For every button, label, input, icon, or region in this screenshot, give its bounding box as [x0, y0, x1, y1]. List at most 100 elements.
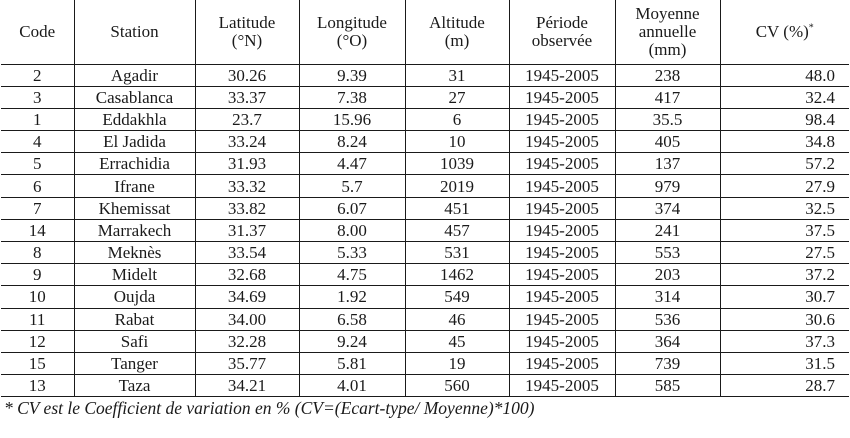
cell-code: 9 [1, 263, 75, 287]
cell-latitude: 34.00 [195, 308, 300, 331]
cell-annual-mean: 241 [615, 219, 721, 243]
header-annual-mean: Moyenne annuelle (mm) [615, 0, 721, 65]
cell-code: 15 [1, 352, 75, 376]
cell-altitude: 531 [405, 241, 510, 265]
cell-station: Rabat [74, 308, 196, 331]
cell-longitude: 9.24 [299, 330, 406, 353]
cell-latitude: 32.68 [195, 263, 300, 287]
cell-altitude: 27 [405, 86, 510, 109]
table-row: 11 Rabat 34.00 6.58 46 1945-2005 536 30.6 [1, 308, 849, 331]
header-latitude: Latitude (°N) [195, 0, 300, 65]
header-station: Station [74, 0, 196, 65]
cell-annual-mean: 374 [615, 197, 721, 220]
cell-period: 1945-2005 [509, 152, 616, 176]
cell-station: Ifrane [74, 174, 196, 198]
cell-latitude: 33.32 [195, 174, 300, 198]
cell-code: 11 [1, 308, 75, 331]
cell-latitude: 30.26 [195, 64, 300, 87]
cell-altitude: 46 [405, 308, 510, 331]
cell-altitude: 1462 [405, 263, 510, 287]
cell-altitude: 457 [405, 219, 510, 243]
table-body: 2 Agadir 30.26 9.39 31 1945-2005 238 48.0 3 Casab… [1, 64, 849, 398]
cell-cv: 34.8 [720, 130, 849, 154]
cell-cv: 37.2 [720, 263, 849, 287]
cell-period: 1945-2005 [509, 86, 616, 109]
cell-longitude: 6.58 [299, 308, 406, 331]
cell-latitude: 34.69 [195, 285, 300, 309]
cell-latitude: 31.37 [195, 219, 300, 243]
cell-station: El Jadida [74, 130, 196, 154]
cell-annual-mean: 979 [615, 174, 721, 198]
cell-longitude: 7.38 [299, 86, 406, 109]
cell-cv: 32.4 [720, 86, 849, 109]
cell-code: 10 [1, 285, 75, 309]
table-row: 15 Tanger 35.77 5.81 19 1945-2005 739 31.5 [1, 352, 849, 376]
cell-cv: 37.3 [720, 330, 849, 353]
cell-longitude: 5.33 [299, 241, 406, 265]
cell-cv: 57.2 [720, 152, 849, 176]
table-row: 12 Safi 32.28 9.24 45 1945-2005 364 37.3 [1, 330, 849, 353]
cell-altitude: 549 [405, 285, 510, 309]
cell-period: 1945-2005 [509, 352, 616, 376]
cell-period: 1945-2005 [509, 330, 616, 353]
cell-annual-mean: 238 [615, 64, 721, 87]
cell-period: 1945-2005 [509, 308, 616, 331]
cell-cv: 28.7 [720, 374, 849, 398]
cell-cv: 37.5 [720, 219, 849, 243]
cell-annual-mean: 203 [615, 263, 721, 287]
header-longitude: Longitude (°O) [299, 0, 406, 65]
cell-code: 6 [1, 174, 75, 198]
table-row: 3 Casablanca 33.37 7.38 27 1945-2005 417 32.4 [1, 86, 849, 109]
cell-station: Agadir [74, 64, 196, 87]
cell-annual-mean: 137 [615, 152, 721, 176]
cell-longitude: 5.7 [299, 174, 406, 198]
cell-station: Tanger [74, 352, 196, 376]
header-row: Code Station Latitude (°N) Longitude (°O) … [1, 0, 849, 65]
cell-longitude: 8.24 [299, 130, 406, 154]
cell-longitude: 4.75 [299, 263, 406, 287]
cell-latitude: 33.24 [195, 130, 300, 154]
cell-code: 12 [1, 330, 75, 353]
cv-footnote-marker: * [808, 22, 814, 34]
cell-station: Eddakhla [74, 108, 196, 132]
table-row: 4 El Jadida 33.24 8.24 10 1945-2005 405 34.8 [1, 130, 849, 154]
cell-period: 1945-2005 [509, 374, 616, 398]
table-row: 8 Meknès 33.54 5.33 531 1945-2005 553 27.5 [1, 241, 849, 265]
cell-annual-mean: 585 [615, 374, 721, 398]
cell-altitude: 1039 [405, 152, 510, 176]
cell-longitude: 5.81 [299, 352, 406, 376]
cell-station: Casablanca [74, 86, 196, 109]
cell-station: Midelt [74, 263, 196, 287]
cell-period: 1945-2005 [509, 263, 616, 287]
table-row: 14 Marrakech 31.37 8.00 457 1945-2005 241 37.5 [1, 219, 849, 243]
cell-cv: 30.6 [720, 308, 849, 331]
cell-period: 1945-2005 [509, 197, 616, 220]
cell-period: 1945-2005 [509, 174, 616, 198]
cell-code: 8 [1, 241, 75, 265]
station-table: Code Station Latitude (°N) Longitude (°O) … [1, 0, 849, 398]
cell-period: 1945-2005 [509, 130, 616, 154]
cell-station: Oujda [74, 285, 196, 309]
cell-longitude: 1.92 [299, 285, 406, 309]
footnote: * CV est le Coefficient de variation en … [4, 398, 535, 419]
cell-latitude: 31.93 [195, 152, 300, 176]
cell-altitude: 2019 [405, 174, 510, 198]
cell-latitude: 32.28 [195, 330, 300, 353]
cell-latitude: 33.37 [195, 86, 300, 109]
cell-longitude: 8.00 [299, 219, 406, 243]
table-row: 13 Taza 34.21 4.01 560 1945-2005 585 28.7 [1, 374, 849, 398]
cell-cv: 48.0 [720, 64, 849, 87]
table-row: 9 Midelt 32.68 4.75 1462 1945-2005 203 37.2 [1, 263, 849, 287]
table-row: 2 Agadir 30.26 9.39 31 1945-2005 238 48.0 [1, 64, 849, 87]
header-altitude: Altitude (m) [405, 0, 510, 65]
table-row: 6 Ifrane 33.32 5.7 2019 1945-2005 979 27.9 [1, 174, 849, 198]
cell-code: 14 [1, 219, 75, 243]
cell-altitude: 10 [405, 130, 510, 154]
cell-cv: 27.9 [720, 174, 849, 198]
cell-latitude: 23.7 [195, 108, 300, 132]
cell-code: 7 [1, 197, 75, 220]
cell-cv: 32.5 [720, 197, 849, 220]
header-code: Code [1, 0, 75, 65]
cell-annual-mean: 417 [615, 86, 721, 109]
cell-longitude: 15.96 [299, 108, 406, 132]
